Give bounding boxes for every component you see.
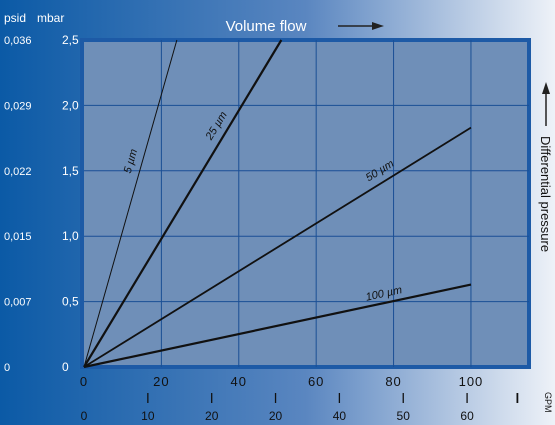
- y-tick-label-psid: 0,036: [4, 35, 32, 47]
- plot-area: [80, 38, 531, 369]
- x-tick-label-gpm: 20: [205, 409, 219, 423]
- y-tick-label-mbar: 1,5: [62, 164, 79, 178]
- axis-labels: 000,50,0071,00,0151,50,0222,00,0292,50,0…: [4, 33, 519, 423]
- x-tick-label: 40: [231, 374, 247, 389]
- y-unit-mbar: mbar: [37, 11, 64, 25]
- x-tick-label: 0: [80, 374, 88, 389]
- y-tick-label-psid: 0: [4, 362, 10, 374]
- series-line: [83, 126, 472, 368]
- x-tick-label-gpm: 0: [81, 409, 88, 423]
- y-tick-label-psid: 0,015: [4, 231, 32, 243]
- y-tick-label-psid: 0,029: [4, 100, 32, 112]
- x-tick-label: 80: [385, 374, 401, 389]
- arrow-right-icon: [338, 22, 384, 30]
- chart-title: Volume flow: [226, 18, 307, 35]
- x-tick-label-gpm: 50: [397, 409, 411, 423]
- series-line: [83, 39, 283, 368]
- y-tick-label-mbar: 1,0: [62, 229, 79, 243]
- y-tick-label-mbar: 0: [62, 360, 69, 374]
- y-tick-label-mbar: 2,5: [62, 33, 79, 47]
- y-unit-psid: psid: [4, 11, 26, 25]
- y-axis-label: Differential pressure: [538, 136, 553, 252]
- x-unit-gpm: GPM: [543, 392, 553, 413]
- y-tick-label-psid: 0,022: [4, 166, 32, 178]
- x-tick-label-gpm: 10: [141, 409, 155, 423]
- y-tick-label-mbar: 2,0: [62, 98, 79, 112]
- x-tick-label: 60: [308, 374, 324, 389]
- x-tick-label-gpm: 20: [269, 409, 283, 423]
- x-tick-label-gpm: 60: [460, 409, 474, 423]
- y-tick-label-mbar: 0,5: [62, 295, 79, 309]
- x-tick-label: 100: [459, 374, 484, 389]
- arrow-up-icon: [542, 82, 550, 126]
- series-line: [83, 283, 472, 369]
- x-tick-label: 20: [153, 374, 169, 389]
- y-tick-label-psid: 0,007: [4, 297, 32, 309]
- series-line: [83, 39, 178, 368]
- x-tick-label-gpm: 40: [333, 409, 347, 423]
